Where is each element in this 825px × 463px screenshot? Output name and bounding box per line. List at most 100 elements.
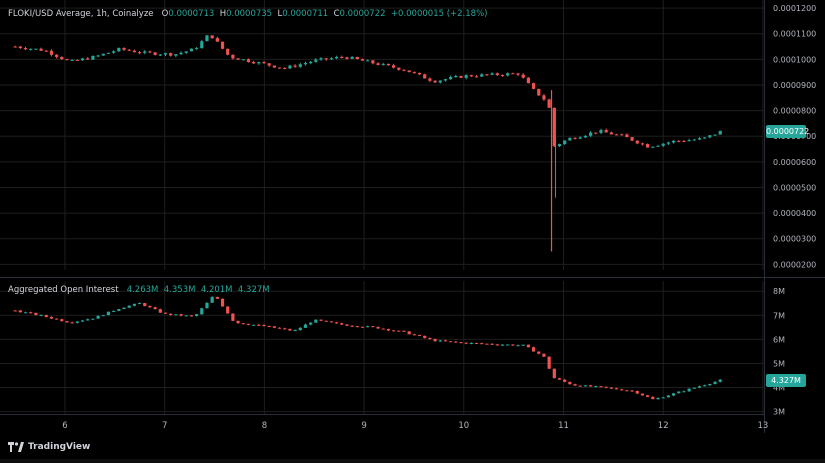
oi-candle-body [122,307,126,310]
x-tick-label: 9 [361,421,366,431]
price-candle-body [386,63,391,66]
oi-candle-body [646,395,650,397]
price-candle-body [132,50,136,53]
price-candle-body [360,59,365,61]
close-label: C [333,9,340,19]
oi-candle-body [267,326,271,328]
oi-candle-body [355,326,359,328]
price-candle-body [174,54,178,56]
oi-candle-body [101,315,105,317]
oi-candle-body [589,385,593,387]
price-candle-body [708,135,712,138]
price-candle-body [334,56,339,59]
price-candle-body [350,56,354,59]
oi-candle-body [314,319,318,323]
price-candle-body [39,48,43,51]
oi-candle-body [210,296,214,303]
oi-candle-body [620,389,624,391]
price-y-tick-label: 0.0001000 [773,55,816,64]
oi-candle-body [350,325,354,327]
price-candle-body [568,137,572,141]
price-candle-body [614,134,619,136]
oi-value-4: 4.327M [237,285,270,295]
oi-candle-body [656,397,660,400]
brand-text: TradingView [28,442,91,452]
price-candle-body [283,67,287,69]
price-candle-body [417,72,422,75]
price-candle-body [464,75,468,78]
price-candle-body [112,51,116,53]
price-candle-body [262,62,266,64]
x-tick-label: 10 [458,421,469,431]
oi-candle-body [23,312,28,314]
price-candle-body [682,141,686,143]
oi-candle-body [552,368,556,379]
oi-candle-body [438,340,442,342]
price-candle-body [210,35,214,39]
oi-candle-body [360,326,365,328]
price-candle-body [563,140,567,145]
oi-candle-body [469,342,473,344]
oi-candle-body [75,321,79,323]
price-candle-body [220,41,225,49]
price-y-tick-label: 0.0000900 [773,81,816,90]
oi-candle-body [106,311,111,316]
oi-candle-body [557,378,562,380]
oi-candle-body [604,386,608,388]
price-candle-body [106,52,111,54]
oi-candle-body [252,324,256,326]
oi-candle-body [65,321,69,323]
oi-value-3: 4.201M [200,285,233,295]
oi-candle-body [340,323,344,325]
price-candle-body [474,76,479,78]
price-candle-body [272,65,276,68]
open-value: 0.0000713 [168,9,215,19]
oi-candle-body [324,320,328,322]
price-candle-body [620,134,624,136]
oi-candle-body [55,318,59,320]
price-candle-body [371,60,375,64]
price-candle-body [189,48,194,52]
price-candle-body [397,67,401,70]
oi-candle-body [298,327,302,331]
price-candle-body [137,52,142,54]
price-candle-body [195,48,199,50]
oi-candle-body [521,344,525,346]
oi-candle-body [34,312,38,316]
close-value: 0.0000722 [339,9,386,19]
price-candle-body [13,46,17,48]
oi-candle-body [386,328,391,331]
oi-candle-body [174,314,178,316]
oi-candle-body [671,393,676,396]
price-candle-body [661,143,665,146]
oi-y-tick-label: 8M [773,287,785,296]
oi-candle-body [630,390,634,392]
price-candle-body [288,65,292,69]
price-candle-body [91,55,95,60]
price-candle-body [303,63,308,65]
oi-candle-body [599,386,603,388]
price-candle-body [526,77,531,84]
price-candle-body [34,48,38,50]
oi-candle-body [371,326,375,328]
oi-candle-body [195,314,199,316]
price-candle-body [697,138,702,140]
oi-candle-body [397,330,401,332]
oi-candle-body [220,298,225,307]
price-candle-body [469,75,473,77]
oi-candle-body [511,344,515,346]
oi-candle-body [703,385,707,387]
oi-candle-body [112,310,116,312]
price-candle-body [376,63,380,65]
price-candle-body [609,132,613,135]
price-candle-body [257,62,261,64]
price-legend: FLOKI/USD Average, 1h, Coinalyze O0.0000… [8,9,487,19]
price-candle-body [423,74,427,79]
oi-candle-body [13,310,17,312]
price-candle-body [75,59,79,61]
price-candle-body [578,137,582,139]
tradingview-logo[interactable]: TradingView [8,440,90,454]
price-candle-body [293,65,297,67]
oi-candle-body [531,347,536,352]
